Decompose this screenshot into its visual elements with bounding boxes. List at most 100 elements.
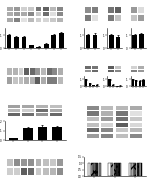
Bar — [21, 159, 27, 166]
Bar — [7, 168, 13, 175]
Bar — [138, 66, 144, 69]
Bar — [132, 7, 137, 13]
Bar — [132, 79, 134, 86]
Bar — [47, 68, 51, 75]
Bar — [92, 85, 95, 86]
Bar — [7, 159, 13, 166]
Bar — [41, 68, 46, 75]
Bar — [36, 18, 42, 21]
Bar — [21, 12, 27, 16]
Bar — [92, 66, 98, 69]
Bar — [96, 163, 98, 176]
Bar — [92, 70, 98, 72]
Bar — [57, 168, 63, 175]
Bar — [30, 77, 35, 84]
Bar — [101, 134, 113, 138]
Bar — [22, 105, 34, 108]
Bar — [50, 109, 62, 112]
Bar — [87, 111, 99, 116]
Bar — [57, 18, 63, 21]
Bar — [108, 79, 111, 86]
Bar — [50, 159, 56, 166]
Bar — [91, 163, 93, 176]
Bar — [115, 7, 121, 13]
Bar — [13, 77, 18, 84]
Bar — [52, 77, 57, 84]
Bar — [8, 113, 20, 116]
Bar — [101, 117, 113, 121]
Bar — [7, 77, 12, 84]
Bar — [108, 66, 114, 69]
Bar — [36, 12, 42, 16]
Bar — [14, 7, 20, 11]
Bar — [8, 109, 20, 112]
Bar — [43, 7, 49, 11]
Bar — [14, 12, 20, 16]
Bar — [115, 66, 121, 69]
Bar — [36, 105, 48, 108]
Bar — [28, 12, 34, 16]
Bar — [142, 80, 144, 86]
Bar — [38, 127, 47, 140]
Bar — [116, 106, 128, 110]
Bar — [57, 159, 63, 166]
Bar — [130, 128, 142, 132]
Bar — [28, 168, 34, 175]
Bar — [93, 163, 96, 176]
Bar — [18, 68, 23, 75]
Bar — [101, 128, 113, 132]
Bar — [101, 123, 113, 127]
Bar — [7, 12, 13, 16]
Bar — [7, 18, 13, 21]
Bar — [93, 35, 97, 48]
Bar — [50, 18, 56, 21]
Bar — [43, 12, 49, 16]
Bar — [108, 70, 114, 72]
Bar — [21, 7, 27, 11]
Bar — [112, 85, 114, 86]
Bar — [36, 168, 42, 175]
Bar — [85, 66, 91, 69]
Bar — [59, 33, 64, 48]
Bar — [8, 105, 20, 108]
Bar — [28, 7, 34, 11]
Bar — [114, 163, 116, 176]
Bar — [23, 128, 33, 140]
Bar — [36, 113, 48, 116]
Bar — [132, 66, 137, 69]
Bar — [116, 128, 128, 132]
Bar — [119, 163, 121, 176]
Bar — [130, 106, 142, 110]
Bar — [96, 85, 98, 86]
Bar — [138, 70, 144, 72]
Bar — [30, 68, 35, 75]
Bar — [88, 163, 90, 176]
Bar — [135, 80, 137, 86]
Bar — [134, 163, 136, 176]
Bar — [57, 12, 63, 16]
Bar — [41, 77, 46, 84]
Bar — [47, 77, 51, 84]
Bar — [57, 7, 63, 11]
Bar — [131, 163, 134, 176]
Bar — [52, 68, 57, 75]
Bar — [7, 7, 13, 11]
Bar — [108, 15, 114, 21]
Bar — [89, 83, 91, 86]
Bar — [137, 163, 139, 176]
Bar — [85, 79, 87, 86]
Bar — [85, 7, 91, 13]
Bar — [29, 45, 34, 48]
Bar — [50, 12, 56, 16]
Bar — [99, 163, 101, 176]
Bar — [50, 168, 56, 175]
Bar — [24, 68, 29, 75]
Bar — [116, 111, 128, 116]
Bar — [138, 15, 144, 21]
Bar — [43, 168, 49, 175]
Bar — [43, 159, 49, 166]
Bar — [139, 34, 144, 48]
Bar — [130, 134, 142, 138]
Bar — [35, 77, 40, 84]
Bar — [22, 113, 34, 116]
